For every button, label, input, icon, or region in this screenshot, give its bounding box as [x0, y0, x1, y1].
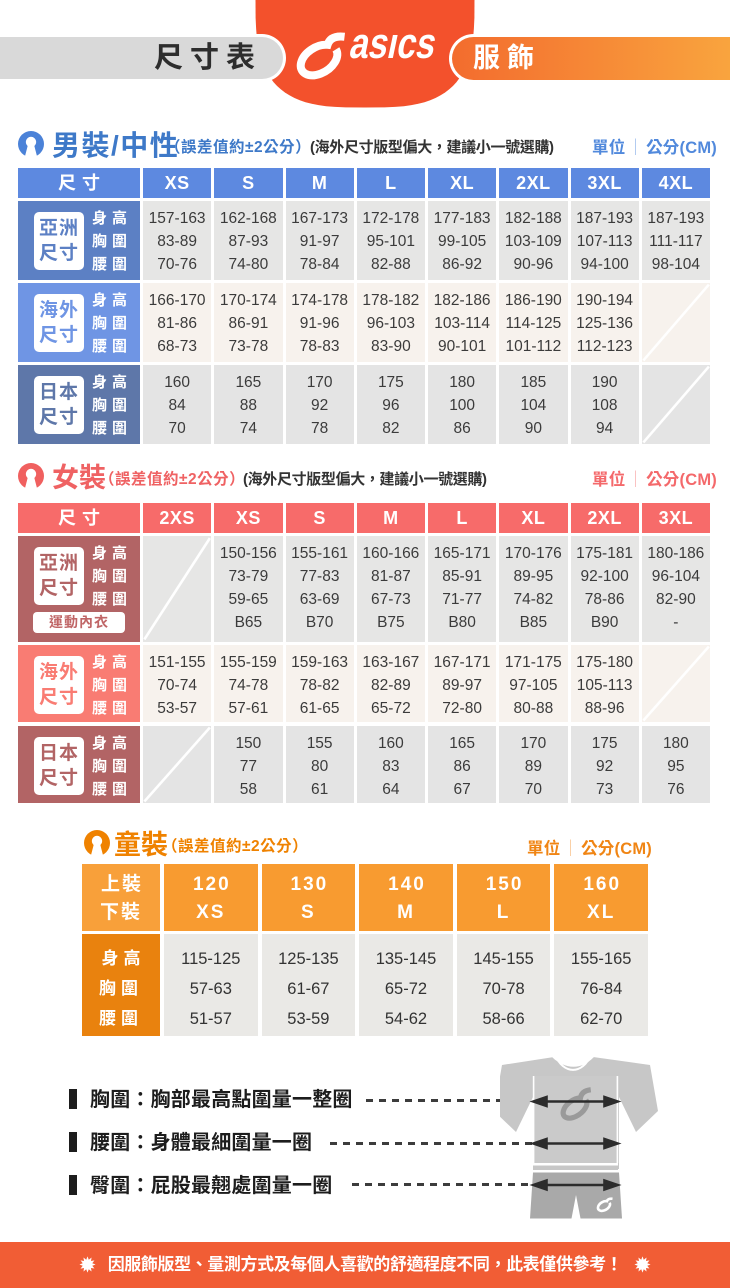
svg-text:asıcs: asıcs [346, 30, 441, 68]
